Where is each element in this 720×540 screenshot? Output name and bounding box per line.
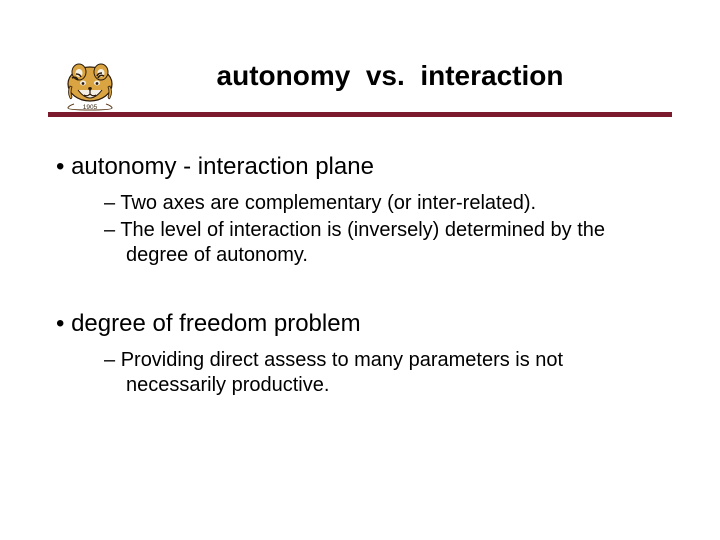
bullet-sub-1-2: The level of interaction is (inversely) …	[56, 218, 664, 268]
slide-content: autonomy - interaction plane Two axes ar…	[0, 117, 720, 398]
slide-title: autonomy vs. interaction	[40, 60, 680, 92]
bullet-sub-1-1: Two axes are complementary (or inter-rel…	[56, 191, 664, 216]
tiger-logo: 1905	[56, 58, 128, 118]
logo-year: 1905	[83, 104, 98, 111]
bullet-sub-2-1: Providing direct assess to many paramete…	[56, 348, 664, 398]
bullet-main-1: autonomy - interaction plane	[56, 153, 664, 181]
bullet-main-2: degree of freedom problem	[56, 310, 664, 338]
